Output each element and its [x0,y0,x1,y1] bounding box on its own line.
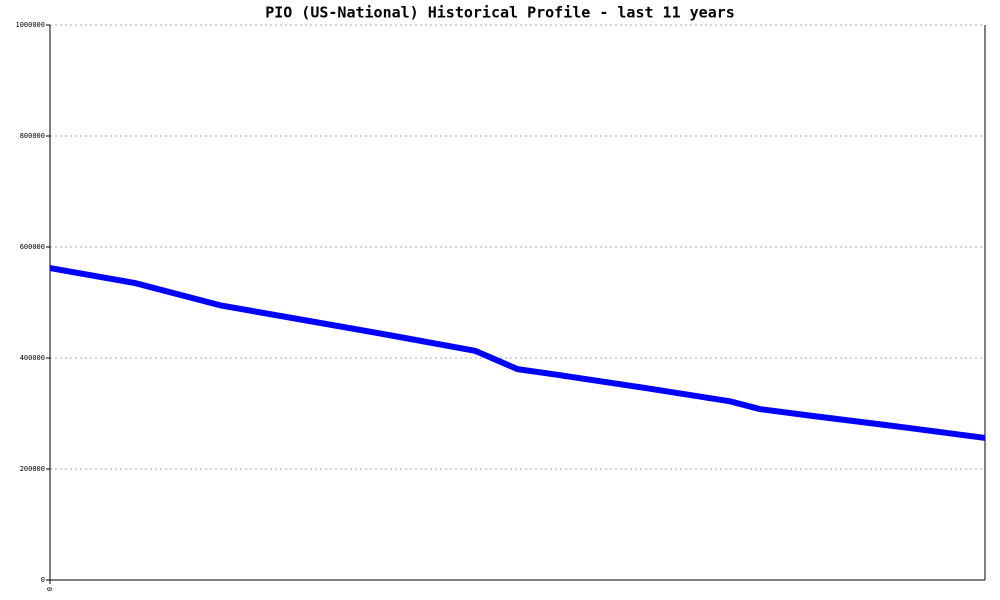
y-tick-label: 0 [41,576,45,584]
y-tick-label: 800000 [20,132,45,140]
y-tick-label: 1000000 [15,21,45,29]
x-tick-label: 0 [46,587,54,591]
y-tick-label: 400000 [20,354,45,362]
y-tick-label: 200000 [20,465,45,473]
y-tick-label: 600000 [20,243,45,251]
chart-title: PIO (US-National) Historical Profile - l… [265,4,735,22]
data-line [49,265,986,441]
